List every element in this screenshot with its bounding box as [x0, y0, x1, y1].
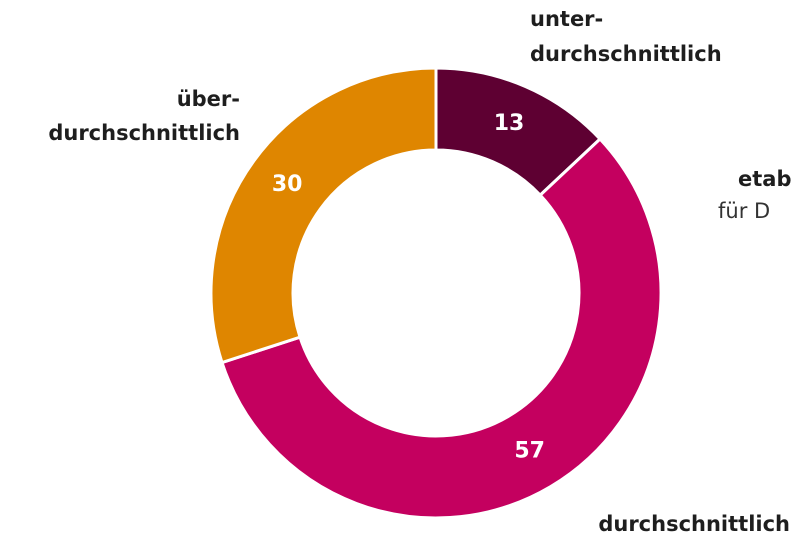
category-label: durchschnittlich — [48, 121, 240, 145]
donut-segment — [220, 136, 663, 520]
donut-segment — [209, 66, 438, 365]
category-label: unter- — [530, 7, 603, 31]
value-label: 13 — [494, 111, 525, 136]
value-label: 30 — [272, 172, 303, 197]
value-label: 57 — [514, 438, 545, 463]
category-label: durchschnittlich — [598, 512, 790, 536]
category-label: durchschnittlich — [530, 42, 722, 66]
category-label: über- — [177, 87, 240, 111]
annotation: etab — [738, 167, 791, 191]
annotation: für D — [718, 199, 770, 223]
